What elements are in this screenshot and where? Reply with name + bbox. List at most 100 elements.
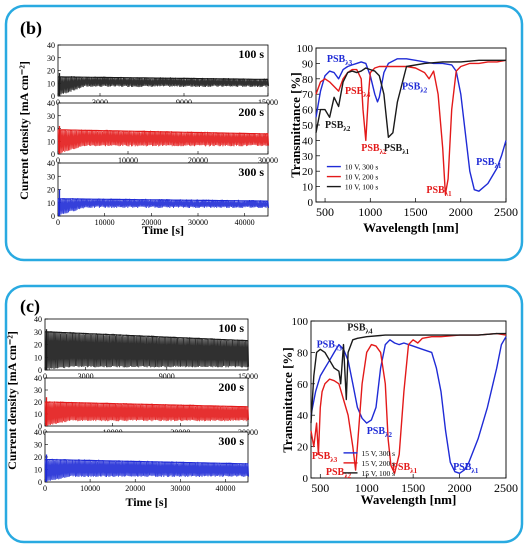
x-tick-label: 40000 bbox=[215, 484, 235, 493]
peak-label: PSBλ3 bbox=[312, 451, 338, 464]
x-tick-label: 1000 bbox=[355, 481, 379, 495]
legend-entry: 15 V, 100 s bbox=[362, 469, 396, 478]
subplot-tag: 200 s bbox=[218, 380, 244, 394]
y-tick-label: 20 bbox=[302, 166, 314, 178]
y-tick-label: 100 bbox=[292, 316, 309, 328]
x-tick-label: 0 bbox=[56, 218, 60, 227]
y-tick-label: 0 bbox=[51, 92, 55, 101]
current-envelope bbox=[58, 198, 268, 202]
x-tick-label: 15000 bbox=[238, 372, 258, 381]
peak-label-main: PSB bbox=[384, 143, 403, 154]
y-tick-label: 60 bbox=[297, 379, 309, 391]
x-tick-label: 2500 bbox=[494, 205, 518, 219]
y-tick-label: 0 bbox=[38, 422, 42, 431]
y-tick-label: 10 bbox=[34, 410, 42, 419]
x-tick-label: 10000 bbox=[95, 218, 115, 227]
peak-label-sub: λ1 bbox=[402, 148, 409, 156]
y-tick-label: 20 bbox=[47, 67, 55, 76]
y-tick-label: 50 bbox=[302, 120, 314, 132]
transmittance-series-2 bbox=[315, 59, 507, 195]
peak-label: PSBλ1 bbox=[426, 185, 452, 198]
legend-entry: 15 V, 300 s bbox=[362, 449, 396, 458]
current-envelope bbox=[58, 76, 268, 80]
subplot-tag: 300 s bbox=[238, 165, 264, 179]
peak-label-sub: λ3 bbox=[330, 456, 337, 464]
y-tick-label: 20 bbox=[47, 186, 55, 195]
legend-entry: 10 V, 100 s bbox=[345, 183, 379, 192]
legend-entry: 10 V, 300 s bbox=[345, 163, 379, 172]
peak-label-main: PSB bbox=[367, 426, 386, 437]
current-y-axis-title: Current density [mA cm⁻²] bbox=[17, 61, 31, 200]
transmittance-y-axis-title: Transmittance [%] bbox=[288, 72, 303, 178]
x-tick-label: 2000 bbox=[448, 481, 472, 495]
peak-label-main: PSB bbox=[317, 340, 336, 351]
x-tick-label: 20000 bbox=[125, 484, 145, 493]
y-tick-label: 100 bbox=[297, 43, 314, 55]
x-tick-label: 0 bbox=[43, 372, 47, 381]
peak-label: PSBλ3 bbox=[327, 54, 353, 67]
transmittance-series-3 bbox=[310, 332, 506, 424]
x-tick-label: 1000 bbox=[358, 205, 382, 219]
current-x-axis-title: Time [s] bbox=[142, 223, 184, 237]
peak-label-main: PSB bbox=[361, 143, 380, 154]
peak-label-sub: λ2 bbox=[380, 148, 387, 156]
y-tick-label: 30 bbox=[47, 112, 55, 121]
peak-label: PSBλ3 bbox=[317, 340, 343, 353]
y-tick-label: 80 bbox=[302, 74, 314, 86]
x-tick-label: 500 bbox=[311, 481, 329, 495]
y-tick-label: 40 bbox=[34, 374, 42, 383]
y-tick-label: 30 bbox=[34, 386, 42, 395]
y-tick-label: 40 bbox=[302, 135, 314, 147]
peak-label: PSBλ1 bbox=[453, 462, 479, 475]
x-tick-label: 1500 bbox=[404, 205, 428, 219]
y-tick-label: 20 bbox=[34, 341, 42, 350]
current-envelope bbox=[44, 331, 249, 342]
subplot-tag: 300 s bbox=[218, 434, 244, 448]
peak-label: PSBλ1 bbox=[384, 143, 410, 156]
transmittance-y-axis-title: Transmittance [%] bbox=[280, 347, 295, 453]
y-tick-label: 0 bbox=[303, 473, 309, 485]
peak-label-sub: λ2 bbox=[343, 125, 350, 133]
peak-label-main: PSB bbox=[476, 157, 495, 168]
y-tick-label: 60 bbox=[302, 105, 314, 117]
x-tick-label: 500 bbox=[316, 205, 334, 219]
x-tick-label: 9000 bbox=[159, 372, 175, 381]
peak-label-sub: λ2 bbox=[344, 472, 351, 480]
transmittance-series-2 bbox=[310, 332, 507, 474]
transmittance-series-3 bbox=[315, 59, 506, 138]
y-tick-label: 10 bbox=[47, 137, 55, 146]
y-tick-label: 20 bbox=[34, 398, 42, 407]
y-tick-label: 30 bbox=[34, 441, 42, 450]
peak-label-main: PSB bbox=[426, 185, 445, 196]
y-tick-label: 0 bbox=[51, 212, 55, 221]
y-tick-label: 40 bbox=[47, 159, 55, 168]
y-tick-label: 40 bbox=[34, 315, 42, 324]
y-tick-label: 30 bbox=[302, 151, 314, 163]
y-tick-label: 20 bbox=[297, 442, 309, 454]
subplot-tag: 100 s bbox=[218, 321, 244, 335]
y-tick-label: 30 bbox=[47, 54, 55, 63]
peak-label-main: PSB bbox=[402, 82, 421, 93]
peak-label-main: PSB bbox=[453, 462, 472, 473]
peak-label-sub: λ4 bbox=[366, 327, 373, 335]
peak-label: PSBλ4 bbox=[347, 322, 373, 335]
transmittance-x-axis-title: Wavelength [nm] bbox=[361, 492, 457, 507]
y-tick-label: 40 bbox=[34, 428, 42, 437]
peak-label-sub: λ2 bbox=[420, 87, 427, 95]
peak-label: PSBλ4 bbox=[345, 86, 371, 99]
x-tick-label: 3000 bbox=[78, 372, 94, 381]
panel-frame bbox=[4, 4, 524, 262]
y-tick-label: 70 bbox=[302, 89, 314, 101]
y-tick-label: 10 bbox=[302, 182, 314, 194]
x-tick-label: 15000 bbox=[258, 98, 278, 107]
peak-label: PSBλ2 bbox=[325, 120, 351, 133]
peak-label-sub: λ1 bbox=[494, 162, 501, 170]
x-tick-label: 30000 bbox=[188, 218, 208, 227]
